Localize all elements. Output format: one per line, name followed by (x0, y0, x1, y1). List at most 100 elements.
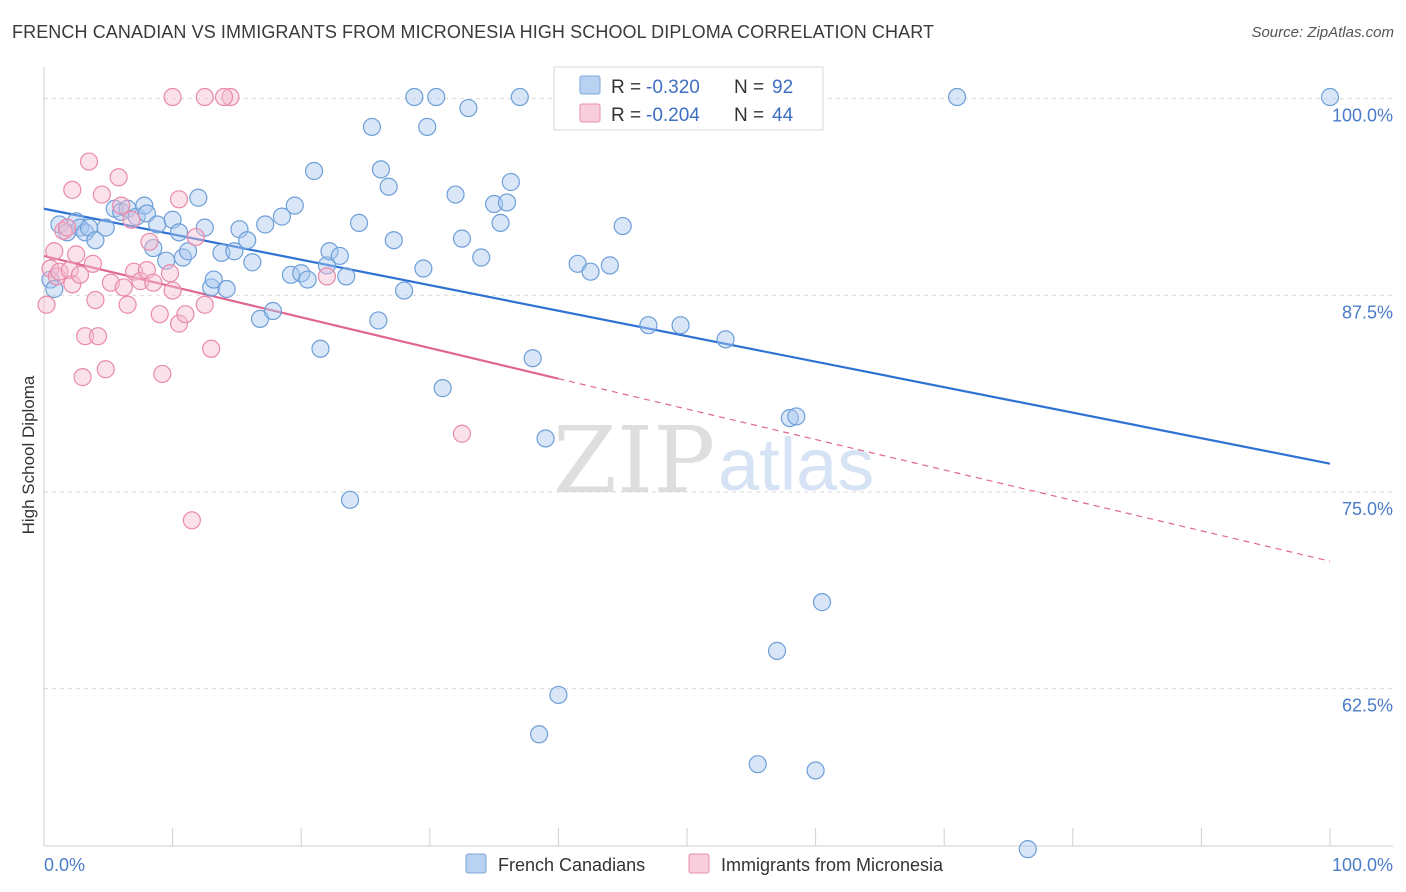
pink-point-40 (182, 511, 201, 530)
pink-point-2 (45, 242, 64, 261)
blue-point-62 (459, 98, 478, 118)
blue-point-28 (217, 279, 236, 299)
pink-point-32 (153, 364, 172, 384)
blue-point-23 (189, 188, 208, 207)
blue-point-75 (581, 262, 600, 281)
pink-point-19 (96, 360, 115, 379)
blue-point-90 (787, 407, 806, 426)
pink-point-23 (114, 278, 133, 297)
x-tick-label-min: 0.0% (44, 855, 85, 875)
pink-point-47 (169, 190, 189, 209)
blue-point-46 (337, 267, 356, 286)
x-tick-label-max: 100.0% (1332, 855, 1393, 875)
legend-n-label-blue: N = (734, 77, 769, 98)
legend-swatch-pink (579, 103, 601, 123)
blue-point-88 (1018, 840, 1037, 859)
pink-point-15 (83, 254, 102, 273)
blue-point-76 (613, 216, 632, 236)
blue-point-82 (748, 755, 767, 774)
pink-point-12 (73, 368, 92, 387)
pink-trend-extension (558, 378, 1331, 562)
pink-trend-line (43, 254, 559, 380)
pink-point-37 (186, 227, 205, 247)
y-axis-label: High School Diploma (19, 375, 38, 534)
blue-point-41 (304, 161, 324, 181)
axes (43, 67, 1393, 847)
series-legend-swatch-pink (688, 853, 710, 874)
pink-point-45 (317, 267, 337, 286)
pink-point-30 (144, 273, 163, 292)
pink-point-18 (92, 185, 111, 204)
y-tick-label-3: 62.5% (1342, 696, 1393, 716)
pink-point-33 (160, 264, 180, 283)
pink-point-39 (202, 339, 221, 358)
blue-point-60 (446, 185, 465, 204)
blue-point-40 (298, 270, 317, 289)
blue-trend-line (43, 207, 1331, 465)
y-tick-label-0: 100.0% (1332, 106, 1393, 126)
chart-title: FRENCH CANADIAN VS IMMIGRANTS FROM MICRO… (12, 22, 935, 42)
blue-point-83 (767, 641, 787, 660)
y-tick-label-1: 87.5% (1342, 302, 1393, 322)
blue-point-29 (225, 242, 244, 261)
trend-lines (43, 207, 1331, 562)
pink-point-16 (86, 290, 105, 310)
blue-point-50 (369, 311, 388, 330)
series-legend-label-pink: Immigrants from Micronesia (721, 855, 944, 875)
blue-point-42 (311, 339, 330, 358)
legend-n-label-pink: N = (734, 105, 769, 126)
correlation-legend: R = -0.320 N = 92 R = -0.204 N = 44 (553, 66, 824, 131)
blue-point-36 (272, 207, 292, 226)
pink-point-34 (163, 281, 182, 300)
blue-point-35 (263, 301, 283, 321)
blue-point-56 (414, 259, 433, 278)
pink-point-11 (63, 180, 82, 199)
blue-point-70 (536, 429, 555, 448)
pink-point-46 (452, 424, 472, 443)
watermark-zip: ZIP (553, 407, 715, 514)
legend-r-value-pink: -0.204 (646, 105, 700, 126)
legend-n-value-blue: 92 (772, 77, 793, 98)
x-tick-labels: 0.0% 100.0% (44, 855, 1393, 875)
y-tick-label-2: 75.0% (1342, 499, 1393, 519)
blue-point-89 (1320, 87, 1340, 107)
pink-point-24 (118, 295, 137, 314)
blue-point-51 (371, 160, 391, 179)
pink-point-17 (88, 327, 108, 346)
blue-point-61 (452, 229, 472, 248)
blue-point-9 (96, 218, 115, 237)
pink-point-44 (214, 87, 234, 107)
legend-r-label-blue: R = (611, 77, 646, 98)
pink-point-14 (79, 152, 99, 171)
blue-point-71 (549, 685, 568, 705)
blue-point-86 (812, 593, 832, 612)
grid-lines (44, 98, 1393, 690)
blue-point-53 (384, 231, 403, 250)
legend-n-value-pink: 44 (772, 105, 794, 126)
blue-point-22 (178, 242, 198, 261)
pink-point-42 (195, 87, 214, 107)
pink-point-36 (176, 305, 195, 324)
pink-point-0 (37, 295, 56, 314)
blue-point-72 (530, 725, 549, 744)
blue-point-79 (671, 316, 690, 335)
pink-point-35 (169, 314, 189, 333)
blue-point-45 (330, 246, 349, 266)
blue-point-59 (433, 379, 452, 398)
chart-source: Source: ZipAtlas.com (1251, 24, 1394, 41)
blue-point-57 (418, 117, 437, 137)
legend-r-value-blue: -0.320 (646, 77, 700, 98)
watermark-atlas: atlas (718, 423, 874, 506)
blue-point-67 (501, 172, 520, 192)
pink-point-8 (63, 275, 82, 294)
series-legend-label-blue: French Canadians (498, 855, 645, 875)
series-legend-swatch-blue (465, 853, 487, 874)
blue-point-32 (243, 253, 262, 272)
blue-point-48 (349, 213, 369, 233)
blue-point-85 (806, 761, 825, 780)
pink-point-25 (122, 210, 141, 229)
pink-point-22 (112, 196, 131, 215)
pink-point-7 (60, 261, 79, 280)
blue-point-8 (86, 231, 105, 250)
